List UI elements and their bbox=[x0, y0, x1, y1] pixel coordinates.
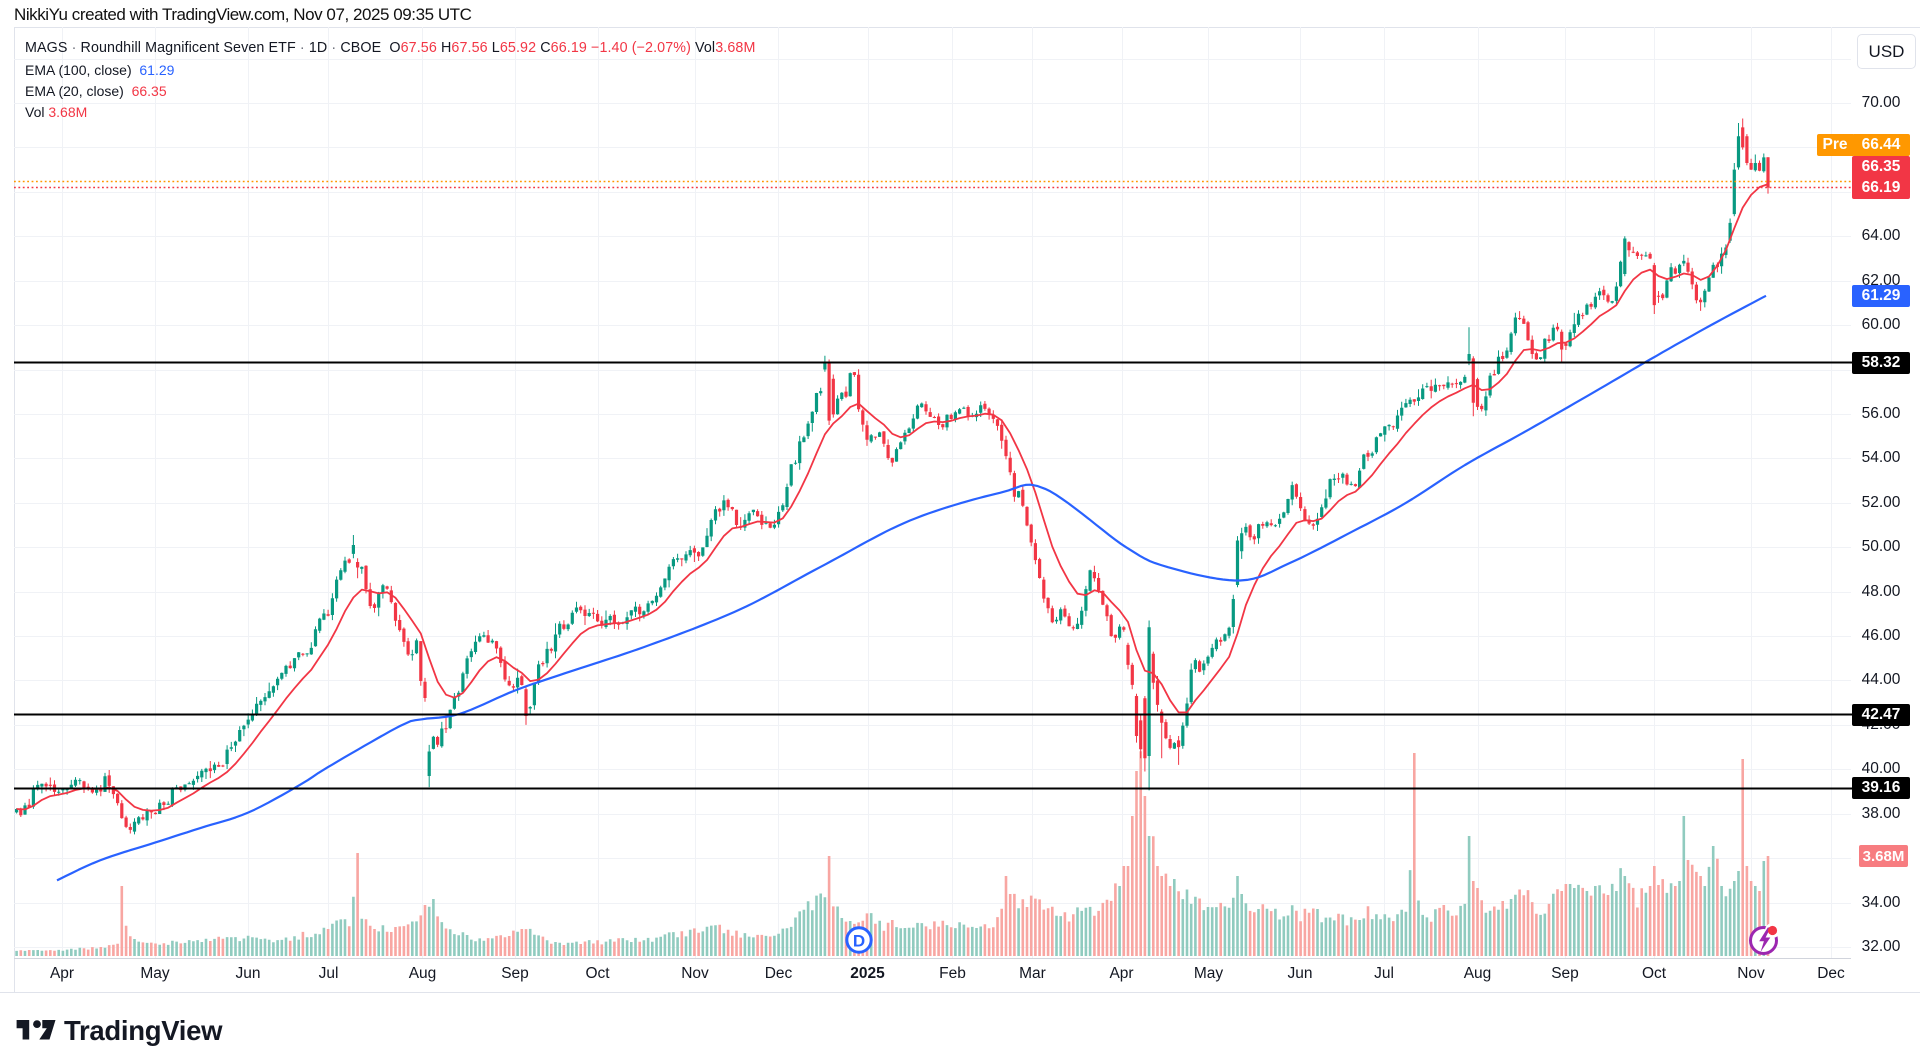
svg-text:D: D bbox=[853, 932, 865, 951]
